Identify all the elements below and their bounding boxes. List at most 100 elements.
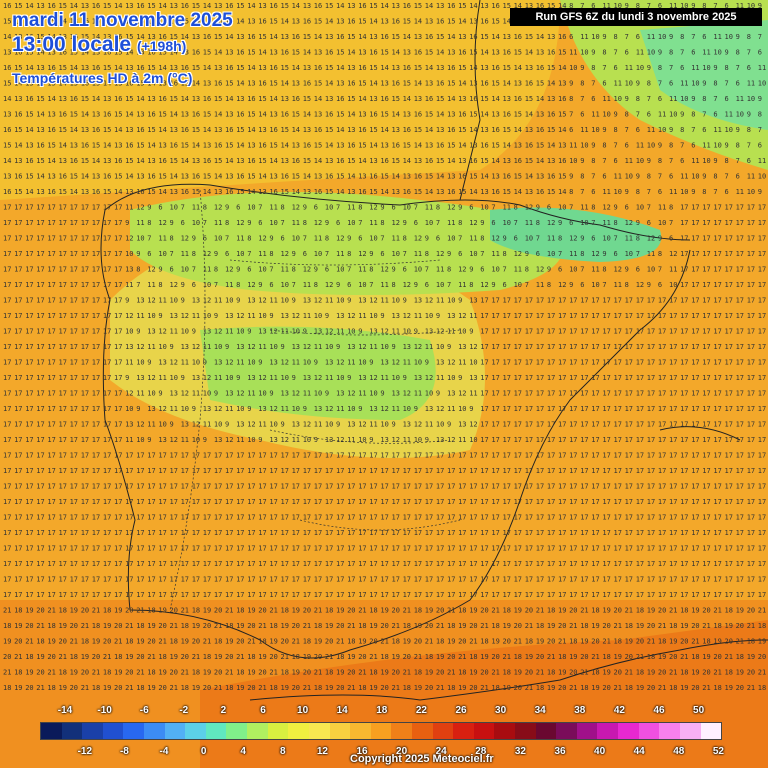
grid-value: 18 [669, 684, 677, 692]
grid-value: 9 [736, 33, 740, 41]
grid-value: 13 [170, 390, 178, 398]
grid-value: 17 [59, 343, 67, 351]
grid-value: 7 [747, 49, 751, 57]
grid-value: 7 [536, 235, 540, 243]
grid-value: 17 [447, 529, 455, 537]
legend-swatch [164, 723, 186, 739]
grid-value: 13 [125, 64, 133, 72]
grid-value: 18 [3, 622, 11, 630]
grid-value: 15 [81, 33, 89, 41]
grid-value: 18 [336, 653, 344, 661]
grid-value: 9 [636, 219, 640, 227]
grid-value: 17 [514, 297, 522, 305]
grid-value: 19 [636, 684, 644, 692]
grid-value: 12 [158, 405, 166, 413]
grid-value: 17 [636, 312, 644, 320]
grid-value: 10 [702, 157, 710, 165]
grid-value: 19 [591, 684, 599, 692]
grid-value: 15 [514, 49, 522, 57]
grid-value: 9 [125, 374, 129, 382]
grid-value: 13 [36, 126, 44, 134]
grid-value: 14 [336, 188, 344, 196]
grid-value: 17 [47, 281, 55, 289]
grid-value: 20 [214, 669, 222, 677]
grid-value: 15 [181, 80, 189, 88]
grid-value: 13 [503, 157, 511, 165]
grid-value: 13 [281, 157, 289, 165]
grid-value: 10 [569, 64, 577, 72]
grid-value: 17 [192, 498, 200, 506]
grid-value: 17 [591, 421, 599, 429]
grid-value: 19 [425, 669, 433, 677]
grid-value: 16 [36, 18, 44, 26]
grid-value: 8 [325, 235, 329, 243]
grid-value: 9 [170, 421, 174, 429]
grid-value: 9 [602, 126, 606, 134]
grid-value: 8 [569, 2, 573, 10]
grid-value: 10 [136, 436, 144, 444]
grid-value: 17 [25, 328, 33, 336]
grid-value: 18 [25, 653, 33, 661]
grid-value: 10 [203, 390, 211, 398]
grid-value: 16 [225, 188, 233, 196]
grid-value: 17 [92, 250, 100, 258]
grid-value: 17 [103, 591, 111, 599]
grid-value: 9 [336, 281, 340, 289]
grid-value: 17 [680, 405, 688, 413]
grid-value: 20 [369, 638, 377, 646]
grid-value: 17 [669, 467, 677, 475]
grid-value: 17 [658, 452, 666, 460]
grid-value: 15 [525, 95, 533, 103]
grid-value: 17 [736, 560, 744, 568]
forecast-time-label: 13:00 locale [12, 33, 131, 56]
grid-value: 17 [303, 514, 311, 522]
grid-value: 15 [158, 173, 166, 181]
grid-value: 10 [436, 421, 444, 429]
grid-value: 17 [480, 359, 488, 367]
grid-value: 17 [525, 328, 533, 336]
legend-swatch [515, 723, 536, 739]
grid-value: 15 [59, 188, 67, 196]
grid-value: 18 [491, 684, 499, 692]
grid-value: 9 [236, 266, 240, 274]
grid-value: 17 [369, 545, 377, 553]
grid-value: 13 [314, 173, 322, 181]
grid-value: 13 [92, 49, 100, 57]
grid-value: 17 [758, 359, 766, 367]
grid-value: 17 [625, 374, 633, 382]
grid-value: 11 [258, 250, 266, 258]
grid-value: 17 [558, 591, 566, 599]
grid-value: 17 [292, 452, 300, 460]
grid-value: 17 [680, 560, 688, 568]
grid-value: 18 [369, 607, 377, 615]
grid-value: 17 [558, 560, 566, 568]
grid-value: 17 [525, 343, 533, 351]
grid-value: 21 [114, 638, 122, 646]
grid-value: 13 [403, 343, 411, 351]
grid-value: 6 [658, 95, 662, 103]
grid-value: 15 [480, 33, 488, 41]
grid-value: 17 [325, 560, 333, 568]
grid-value: 12 [591, 250, 599, 258]
grid-value: 17 [347, 560, 355, 568]
grid-value: 13 [247, 142, 255, 150]
grid-value: 18 [536, 622, 544, 630]
grid-value: 17 [691, 281, 699, 289]
grid-value: 14 [325, 80, 333, 88]
grid-value: 12 [369, 297, 377, 305]
grid-value: 17 [547, 591, 555, 599]
grid-value: 21 [758, 607, 766, 615]
grid-value: 17 [425, 498, 433, 506]
grid-value: 11 [281, 405, 289, 413]
grid-value: 20 [625, 653, 633, 661]
grid-value: 14 [225, 33, 233, 41]
grid-value: 16 [536, 188, 544, 196]
grid-value: 13 [536, 173, 544, 181]
grid-value: 13 [392, 390, 400, 398]
grid-value: 15 [59, 2, 67, 10]
grid-value: 13 [236, 157, 244, 165]
grid-value: 17 [669, 312, 677, 320]
grid-value: 17 [602, 529, 610, 537]
grid-value: 18 [414, 607, 422, 615]
grid-value: 17 [114, 560, 122, 568]
